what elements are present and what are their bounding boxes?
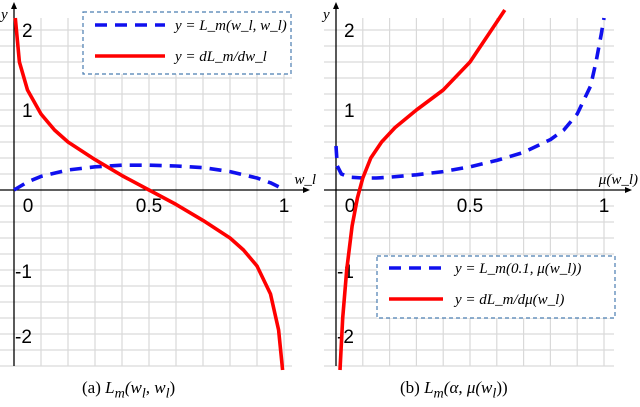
caption-b-label: (b) [400,378,425,397]
caption-a: (a) Lm(wl, wl) [82,378,175,402]
series-derivative-line [13,17,285,371]
caption-b-math: L [424,378,434,397]
x-tick-label: 0.5 [457,196,483,217]
x-tick-label: 0 [345,196,356,217]
legend-label: y = dL_m/dw_l [173,49,267,65]
caption-a-sub2: l [141,385,146,402]
legend: y = L_m(0.1, μ(w_l))y = dL_m/dμ(w_l) [376,255,616,319]
x-axis-arrow-icon [625,187,632,193]
y-tick-label: 2 [22,21,33,42]
chart-panel-b: yμ(w_l)0 0.5 121-1-2y = L_m(0.1, μ(w_l))y … [321,2,638,371]
y-tick-label: 1 [22,101,33,122]
caption-a-mid: , w [145,378,166,397]
x-tick-label: 1 [279,196,290,217]
legend: y = L_m(w_l, w_l)y = dL_m/dw_l [82,11,292,75]
caption-a-math: L [105,378,115,397]
x-axis-title: w_l [294,172,316,188]
y-tick-label: 1 [344,101,355,122]
y-tick-label: 2 [344,21,355,42]
x-tick-label: 0.5 [136,196,162,217]
caption-a-args: (w [124,378,142,397]
caption-b-sub: m [433,385,444,402]
y-tick-label: -2 [15,327,32,348]
y-tick-label: -1 [15,262,32,283]
legend-label: y = L_m(w_l, w_l) [173,18,287,34]
caption-a-label: (a) [82,378,106,397]
y-axis-arrow-icon [11,2,17,9]
caption-a-sub: m [114,385,125,402]
legend-label: y = dL_m/dμ(w_l) [453,292,564,308]
caption-b-args: (α, μ(w [443,378,493,397]
x-axis-arrow-icon [303,187,310,193]
x-tick-label: 1 [599,196,610,217]
caption-a-sub3: l [165,385,170,402]
series-loss-line [13,163,280,192]
y-axis-arrow-icon [333,2,339,9]
caption-b: (b) Lm(α, μ(wl)) [400,378,508,402]
y-axis-title: y [321,7,330,23]
x-axis-title: μ(w_l) [598,172,638,188]
y-axis-title: y [0,7,8,23]
caption-b-end: )) [496,378,508,397]
x-tick-label: 0 [23,196,34,217]
chart-panel-a: y w_l 0 0.5 1 2 1 -1 -2 y = L_m(w_l, w_l)y = dL_m… [0,2,316,371]
caption-b-sub2: l [492,385,497,402]
caption-a-end: ) [169,378,176,397]
series-derivative-line [338,9,507,371]
legend-label: y = L_m(0.1, μ(w_l)) [453,261,581,277]
